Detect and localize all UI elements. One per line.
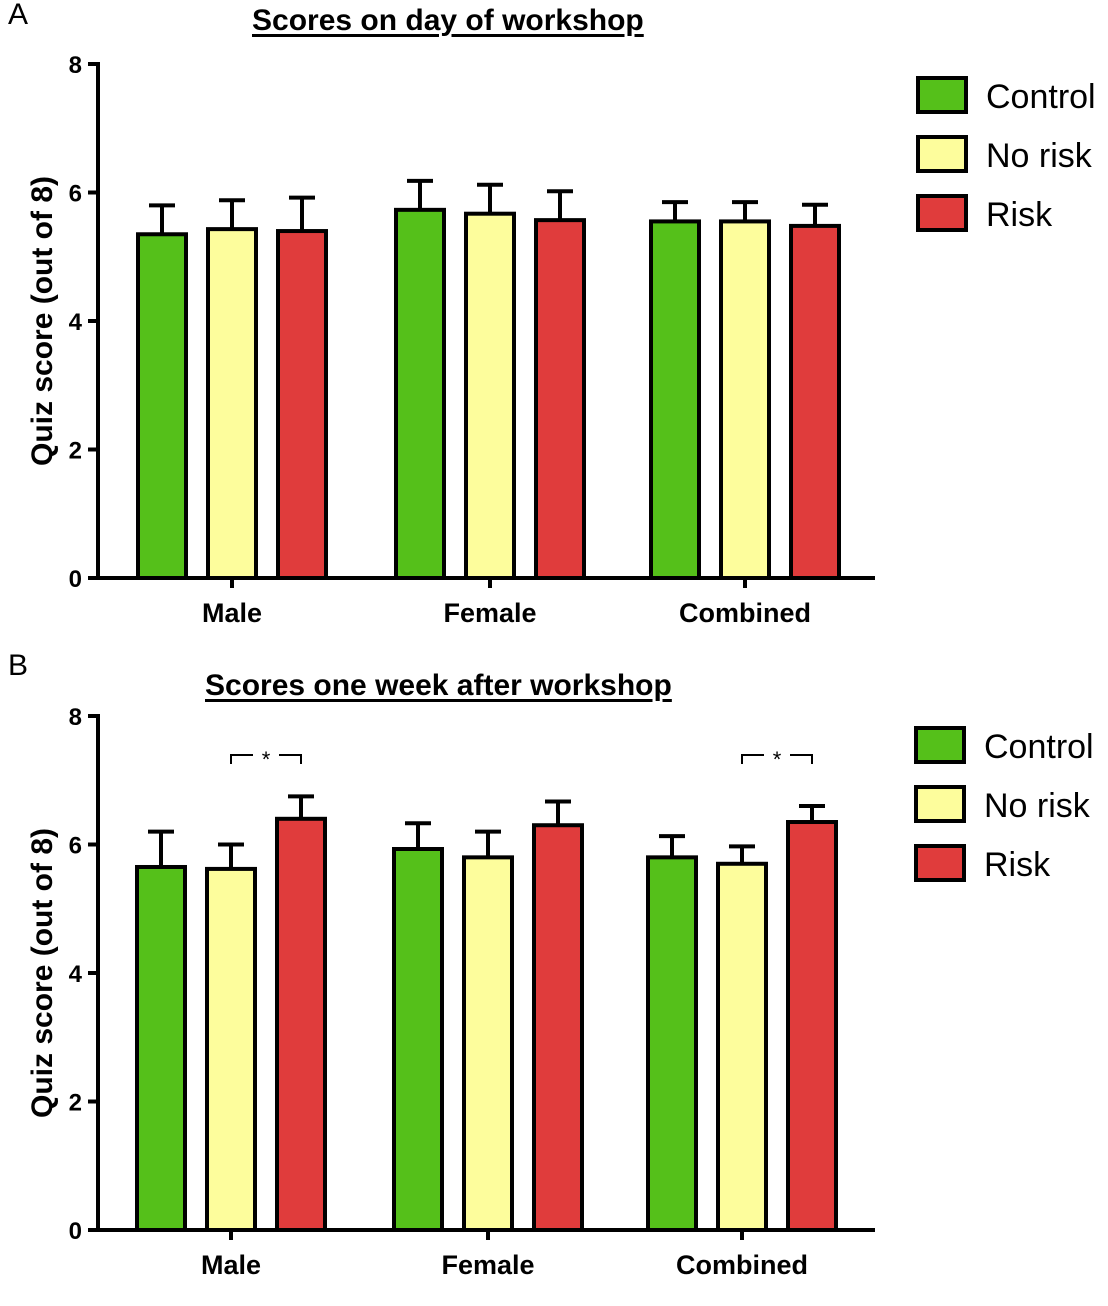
chart-title: Scores one week after workshop [205, 669, 672, 702]
panel-a: A Scores on day of workshop 0 2 4 6 8 Male Fem… [0, 0, 1108, 650]
y-axis-title: Quiz score (out of 8) [26, 176, 59, 466]
bar-control-female [392, 846, 444, 1232]
bar-risk-male [276, 229, 328, 581]
y-tick-label: 0 [69, 566, 82, 593]
legend-swatch-control [916, 76, 968, 114]
bar-risk-combined [786, 820, 838, 1232]
y-tick-label: 8 [69, 52, 82, 79]
x-tick-label-combined: Combined [676, 1250, 808, 1280]
significance-marker: * [773, 747, 782, 772]
x-tick-label-combined: Combined [679, 598, 811, 628]
bar-no-risk-male [205, 866, 257, 1232]
bar-no-risk-combined [716, 861, 768, 1232]
bar-control-combined [646, 855, 698, 1232]
panel-letter: B [8, 649, 29, 682]
chart-title: Scores on day of workshop [252, 4, 644, 37]
bar-no-risk-combined [719, 219, 771, 580]
bar-risk-combined [789, 223, 841, 580]
x-tick-label-male: Male [201, 1250, 261, 1280]
significance-bracket-male: * [230, 747, 302, 772]
bar-risk-male [275, 816, 327, 1233]
legend-swatch-no-risk [916, 135, 968, 173]
bar-control-combined [649, 219, 701, 580]
legend: Control No risk Risk [916, 76, 1096, 234]
bar-chart: 0 2 4 6 8 Male Female Combined Quiz score (out o… [26, 52, 1096, 628]
bar-risk-female [534, 218, 586, 580]
bar-no-risk-male [206, 227, 258, 580]
legend: Control No risk Risk [914, 726, 1094, 884]
y-tick-label: 6 [69, 833, 82, 860]
legend-swatch-control [914, 726, 966, 764]
legend-label-control: Control [986, 78, 1096, 116]
bar-control-male [135, 864, 187, 1233]
x-tick-label-male: Male [202, 598, 262, 628]
y-tick-label: 2 [69, 1090, 82, 1117]
panel-letter: A [8, 0, 29, 31]
legend-label-no-risk: No risk [986, 137, 1093, 175]
legend-swatch-risk [914, 844, 966, 882]
legend-label-risk: Risk [984, 846, 1051, 884]
x-tick-label-female: Female [443, 598, 536, 628]
y-tick-label: 6 [69, 181, 82, 208]
bar-chart: 0 2 4 6 8 Male Female Combined Quiz score (out o… [26, 704, 1094, 1280]
y-tick-label: 4 [69, 309, 83, 336]
bar-control-female [394, 207, 446, 580]
legend-swatch-risk [916, 194, 968, 232]
significance-bracket-combined: * [741, 747, 813, 772]
bracket-right [790, 754, 813, 764]
y-tick-label: 0 [69, 1218, 82, 1245]
bar-control-male [136, 232, 188, 580]
bar-risk-female [532, 823, 584, 1232]
significance-marker: * [262, 747, 271, 772]
bar-no-risk-female [462, 855, 514, 1232]
legend-label-control: Control [984, 728, 1094, 766]
bracket-left [741, 754, 764, 764]
y-tick-label: 8 [69, 704, 82, 731]
legend-label-risk: Risk [986, 196, 1053, 234]
y-tick-label: 2 [69, 438, 82, 465]
legend-swatch-no-risk [914, 785, 966, 823]
y-tick-label: 4 [69, 961, 83, 988]
bracket-right [279, 754, 302, 764]
x-tick-label-female: Female [441, 1250, 534, 1280]
legend-label-no-risk: No risk [984, 787, 1091, 825]
y-axis-title: Quiz score (out of 8) [26, 828, 59, 1118]
bar-no-risk-female [464, 211, 516, 580]
panel-b: B Scores one week after workshop 0 2 4 6 8 Ma… [0, 649, 1108, 1301]
bracket-left [230, 754, 253, 764]
